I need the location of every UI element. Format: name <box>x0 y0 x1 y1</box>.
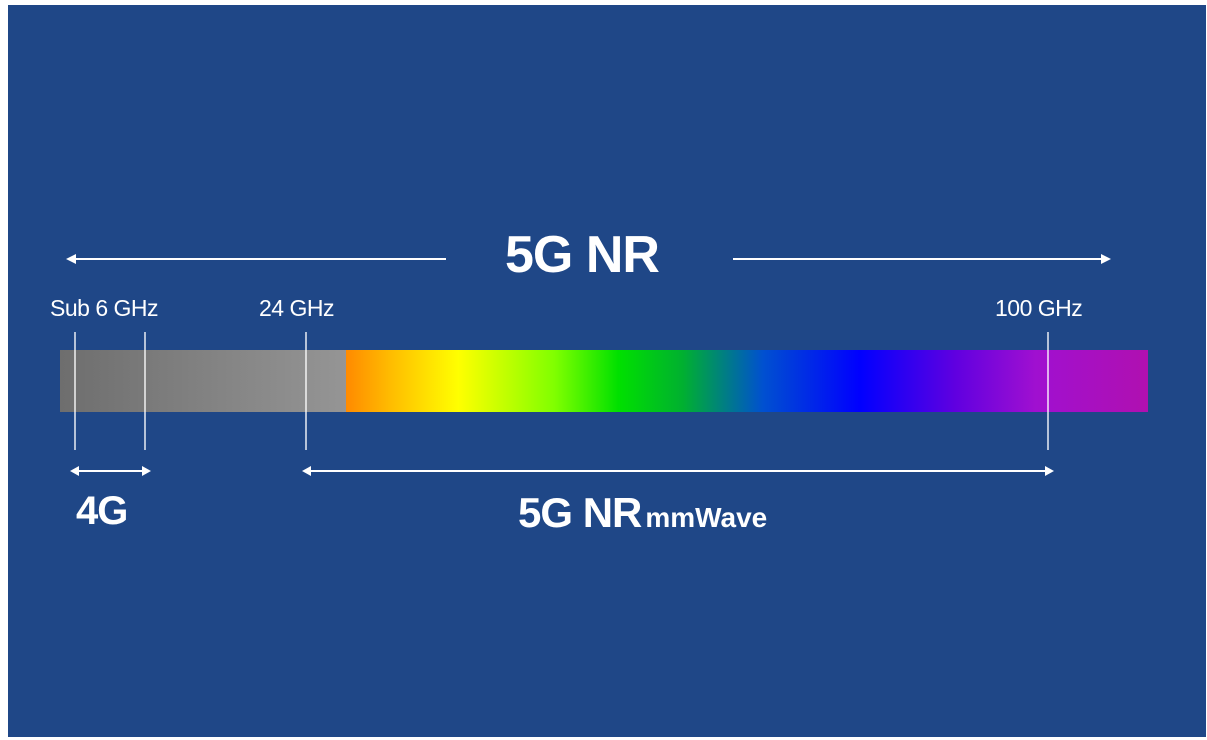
nr-range-left-arrow <box>66 254 446 264</box>
spectrum-band <box>346 350 1148 412</box>
freq-label-sub6: Sub 6 GHz <box>50 295 159 321</box>
mmwave-range-arrow <box>302 466 1054 476</box>
band-label-mmwave: 5G NR mmWave <box>518 489 767 537</box>
spectrum-diagram: 5G NR Sub 6 GHz 24 GHz 100 GHz 4G 5G NR m… <box>8 5 1206 737</box>
spectrum-graphic <box>60 254 1148 476</box>
diagram-title: 5G NR <box>505 226 660 284</box>
band-label-mmwave-main: 5G NR <box>518 489 642 536</box>
band-label-mmwave-suffix: mmWave <box>645 502 768 533</box>
lte-range-arrow <box>70 466 151 476</box>
nr-range-right-arrow <box>733 254 1111 264</box>
freq-label-24ghz: 24 GHz <box>259 295 334 321</box>
gray-band <box>60 350 347 412</box>
band-label-4g: 4G <box>76 489 128 533</box>
freq-label-100ghz: 100 GHz <box>995 295 1083 321</box>
